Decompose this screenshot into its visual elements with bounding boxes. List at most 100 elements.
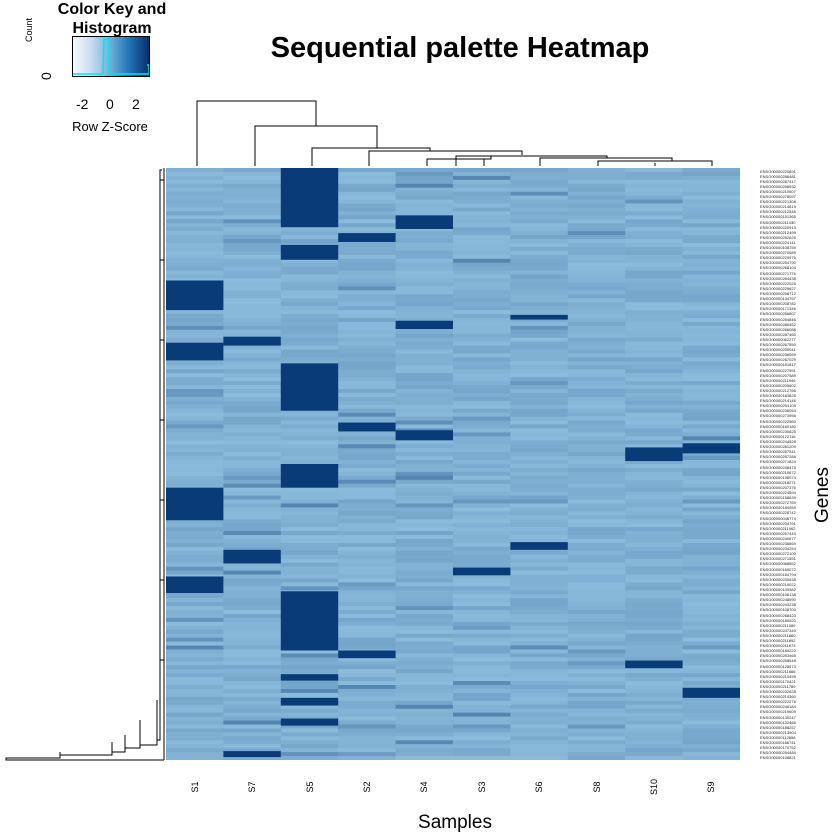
- heatmap-cell: [453, 582, 511, 587]
- gene-label: ENSG00000236669: [760, 541, 796, 547]
- heatmap-cell: [338, 179, 397, 185]
- heatmap-cell: [223, 345, 282, 351]
- heatmap-cell: [567, 464, 626, 469]
- heatmap-cell: [682, 641, 740, 647]
- heatmap-cell: [510, 175, 569, 181]
- heatmap-cell: [682, 629, 740, 635]
- heatmap-cell: [682, 420, 740, 426]
- heatmap-cell: [395, 523, 454, 528]
- heatmap-cell: [510, 479, 569, 485]
- heatmap-cell: [567, 203, 626, 208]
- gene-label: ENSG00000287417: [760, 178, 796, 184]
- heatmap-cell: [682, 329, 740, 335]
- heatmap-cell: [510, 685, 569, 690]
- heatmap-cell: [567, 270, 626, 276]
- heatmap-cell: [166, 337, 224, 343]
- heatmap-high-block: [166, 487, 224, 521]
- gene-label: ENSG00000214360: [760, 694, 796, 700]
- heatmap-cell: [625, 310, 684, 315]
- gene-label: ENSG00000212499: [760, 229, 796, 235]
- heatmap-cell: [682, 570, 740, 576]
- gene-label: ENSG00000270089: [760, 250, 796, 256]
- heatmap-cell: [166, 227, 224, 232]
- heatmap-cell: [453, 353, 511, 358]
- heatmap-cell: [567, 531, 626, 536]
- heatmap-cell: [567, 665, 626, 670]
- gene-label: ENSG00000208782: [760, 301, 796, 307]
- heatmap-cell: [166, 460, 224, 465]
- heatmap-cell: [625, 578, 684, 583]
- heatmap-cell: [567, 479, 626, 485]
- heatmap-cell: [625, 389, 684, 394]
- heatmap-cell: [453, 460, 511, 465]
- heatmap-cell: [166, 464, 224, 469]
- heatmap-cell: [223, 613, 282, 619]
- heatmap-cell: [395, 471, 454, 477]
- heatmap-cell: [338, 377, 397, 382]
- heatmap-cell: [510, 353, 569, 358]
- heatmap-cell: [338, 590, 397, 595]
- heatmap-cell: [453, 625, 511, 631]
- heatmap-cell: [567, 195, 626, 201]
- heatmap-cell: [338, 633, 397, 639]
- heatmap-cell: [223, 464, 282, 469]
- heatmap-cell: [223, 191, 282, 197]
- heatmap-cell: [567, 223, 626, 228]
- heatmap-cell: [510, 499, 569, 504]
- heatmap-cell: [395, 333, 454, 339]
- heatmap-cell: [453, 448, 511, 453]
- heatmap-cell: [682, 317, 740, 323]
- heatmap-cell: [395, 183, 454, 189]
- gene-label: ENSG00000264438: [760, 275, 796, 281]
- gene-label: ENSG00000220891: [760, 168, 796, 174]
- heatmap-cell: [510, 432, 569, 437]
- heatmap-cell: [280, 740, 339, 745]
- heatmap-cell: [395, 258, 454, 264]
- heatmap-cell: [510, 416, 569, 422]
- heatmap-cell: [625, 475, 684, 481]
- heatmap-cell: [453, 428, 511, 433]
- heatmap-cell: [625, 325, 684, 331]
- heatmap-cell: [280, 507, 339, 512]
- heatmap-cell: [338, 610, 397, 615]
- heatmap-cell: [567, 373, 626, 378]
- heatmap-cell: [625, 314, 684, 319]
- gene-label: ENSG00000210499: [760, 673, 796, 679]
- heatmap-cell: [510, 641, 569, 647]
- heatmap-cell: [223, 389, 282, 394]
- heatmap-cell: [453, 511, 511, 516]
- heatmap-cell: [453, 373, 511, 378]
- heatmap-cell: [510, 677, 569, 682]
- heatmap-cell: [567, 527, 626, 532]
- heatmap-cell: [567, 538, 626, 544]
- heatmap-cell: [567, 337, 626, 343]
- heatmap-cell: [625, 637, 684, 643]
- gene-label: ENSG00000198074: [760, 474, 796, 480]
- heatmap-cell: [453, 310, 511, 315]
- heatmap-cell: [567, 685, 626, 690]
- heatmap-cell: [567, 389, 626, 394]
- heatmap-cell: [395, 665, 454, 670]
- heatmap-cell: [280, 519, 339, 524]
- heatmap-cell: [682, 598, 740, 603]
- heatmap-cell: [280, 357, 339, 362]
- heatmap-cell: [223, 665, 282, 670]
- heatmap-cell: [338, 329, 397, 335]
- heatmap-cell: [166, 744, 224, 749]
- heatmap-cell: [453, 361, 511, 366]
- heatmap-cell: [395, 416, 454, 422]
- gene-label: ENSG00000211946: [760, 377, 796, 383]
- heatmap-cell: [166, 633, 224, 639]
- heatmap-cell: [338, 586, 397, 591]
- heatmap-cell: [567, 558, 626, 564]
- heatmap-cell: [395, 357, 454, 362]
- heatmap-cell: [166, 377, 224, 382]
- heatmap-cell: [510, 274, 569, 280]
- heatmap-cell: [567, 645, 626, 650]
- heatmap-cell: [567, 523, 626, 528]
- heatmap-cell: [625, 538, 684, 544]
- heatmap-cell: [682, 649, 740, 654]
- heatmap-cell: [682, 440, 740, 445]
- heatmap-cell: [338, 333, 397, 339]
- heatmap-cell: [567, 661, 626, 666]
